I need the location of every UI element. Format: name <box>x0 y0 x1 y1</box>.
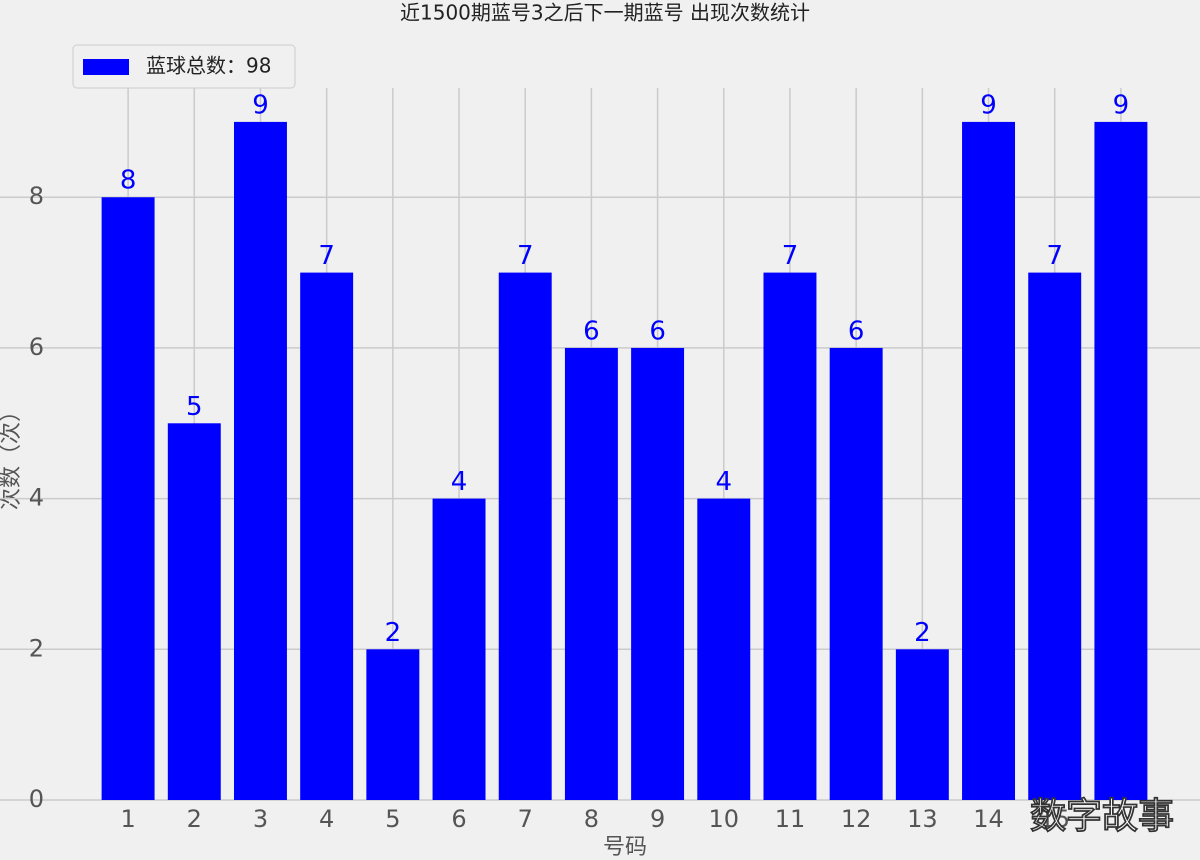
bar <box>631 347 685 800</box>
bar <box>1028 272 1082 800</box>
value-label: 9 <box>980 90 997 120</box>
legend-swatch <box>83 59 129 75</box>
value-label: 7 <box>1046 241 1063 271</box>
x-tick-label: 6 <box>451 805 466 833</box>
y-tick-label: 4 <box>29 484 44 512</box>
bar <box>233 121 287 800</box>
x-tick-label: 8 <box>584 805 599 833</box>
value-label: 6 <box>848 316 865 346</box>
bar <box>564 347 618 800</box>
y-tick-label: 8 <box>29 182 44 210</box>
x-tick-label: 13 <box>907 805 938 833</box>
bar <box>366 649 420 800</box>
x-tick-label: 15 <box>1039 805 1070 833</box>
bar <box>962 121 1016 800</box>
y-tick-label: 2 <box>29 634 44 662</box>
value-label: 8 <box>120 166 137 196</box>
x-axis-label: 号码 <box>603 835 647 860</box>
legend-label: 蓝球总数：98 <box>146 54 271 78</box>
value-label: 6 <box>583 316 600 346</box>
x-tick-label: 10 <box>709 805 740 833</box>
bar <box>1094 121 1148 800</box>
bar <box>697 498 751 800</box>
bar <box>101 197 155 801</box>
x-tick-label: 14 <box>973 805 1004 833</box>
bar <box>763 272 817 800</box>
x-tick-label: 7 <box>518 805 533 833</box>
value-label: 7 <box>318 241 335 271</box>
value-label: 9 <box>252 90 269 120</box>
value-label: 9 <box>1113 90 1130 120</box>
value-label: 7 <box>782 241 799 271</box>
x-tick-label: 5 <box>385 805 400 833</box>
x-tick-label: 2 <box>187 805 202 833</box>
bar <box>895 649 949 800</box>
x-tick-label: 3 <box>253 805 268 833</box>
legend-box <box>72 44 296 89</box>
watermark: 数字故事 <box>1030 796 1174 837</box>
value-label: 2 <box>385 618 402 648</box>
value-label: 7 <box>517 241 534 271</box>
chart-title: 近1500期蓝号3之后下一期蓝号 出现次数统计 <box>400 1 810 25</box>
bar <box>167 423 221 800</box>
y-tick-label: 6 <box>29 333 44 361</box>
value-label: 4 <box>451 467 468 497</box>
x-tick-label: 4 <box>319 805 334 833</box>
bar <box>829 347 883 800</box>
x-tick-label: 9 <box>650 805 665 833</box>
y-axis-label: 次数（次） <box>0 400 24 510</box>
x-tick-label: 12 <box>841 805 872 833</box>
bar <box>498 272 552 800</box>
value-label: 4 <box>716 467 733 497</box>
x-tick-label: 1 <box>120 805 135 833</box>
legend: 蓝球总数：98 <box>72 44 296 89</box>
value-label: 6 <box>649 316 666 346</box>
value-label: 5 <box>186 392 203 422</box>
bar <box>300 272 354 800</box>
bar <box>432 498 486 800</box>
y-tick-label: 0 <box>29 785 44 813</box>
bars: 8 5 9 7 2 4 7 6 6 4 7 6 2 9 7 9 <box>101 90 1148 801</box>
value-label: 2 <box>914 618 931 648</box>
x-tick-label: 11 <box>775 805 806 833</box>
